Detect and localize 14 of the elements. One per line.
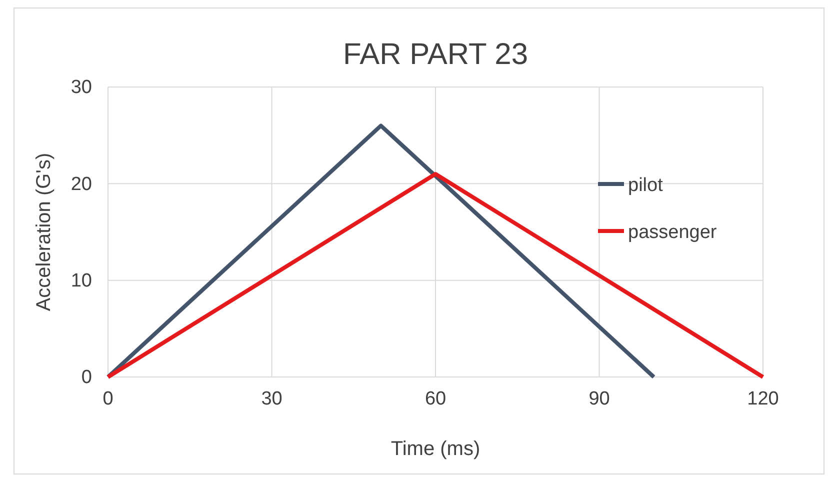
x-tick-label: 60 <box>424 388 446 410</box>
y-tick-label: 0 <box>81 367 92 388</box>
x-axis-title: Time (ms) <box>390 438 480 460</box>
x-tick-label: 30 <box>261 388 282 410</box>
y-axis-title: Acceleration (G's) <box>33 152 55 312</box>
x-tick-label: 120 <box>747 388 779 410</box>
x-tick-label: 0 <box>102 388 114 410</box>
chart-title: FAR PART 23 <box>342 38 528 71</box>
y-tick-label: 10 <box>70 270 92 292</box>
y-tick-label: 20 <box>70 174 92 195</box>
x-tick-label: 90 <box>588 388 610 410</box>
y-tick-label: 30 <box>70 77 92 98</box>
legend-label: pilot <box>628 175 664 196</box>
legend-label: passenger <box>628 222 718 243</box>
